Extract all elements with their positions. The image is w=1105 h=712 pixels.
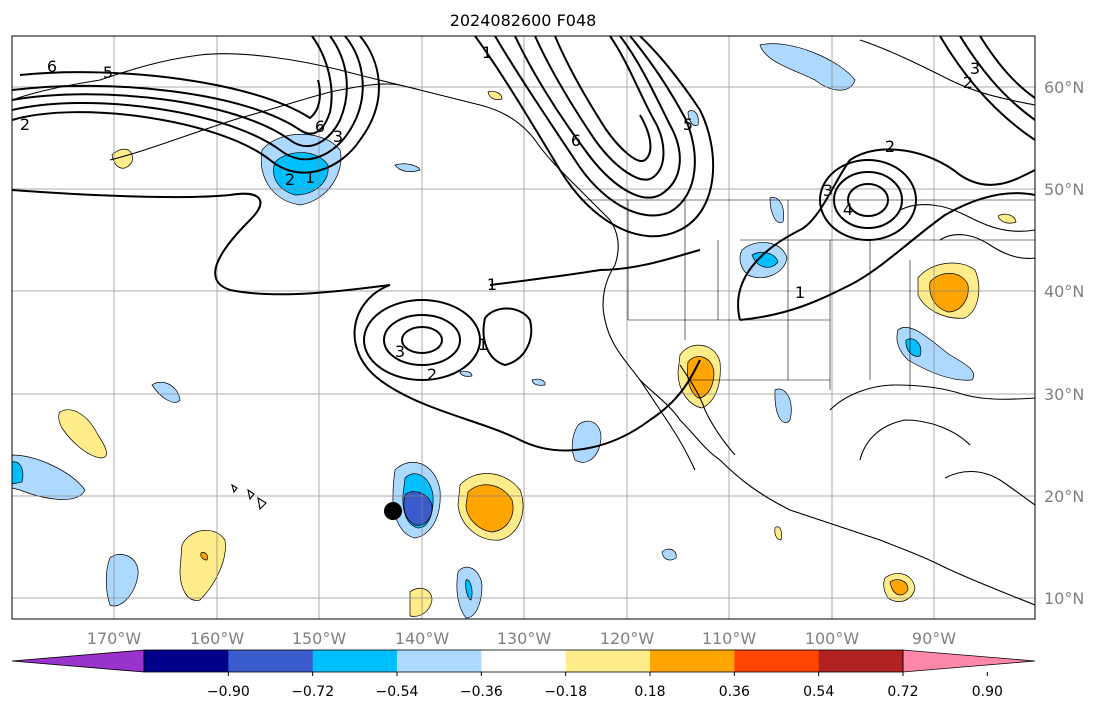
colorbar-tick-label: −0.90 <box>207 684 250 700</box>
contour-label: 3 <box>333 127 343 146</box>
anomaly-blob <box>394 163 421 172</box>
anomaly-blob <box>687 110 699 126</box>
anomaly-blob <box>409 587 433 617</box>
colorbar-segment <box>650 650 735 672</box>
anomaly-blob <box>769 197 784 224</box>
anomaly-blob <box>571 420 602 463</box>
lat-label: 40°N <box>1044 282 1084 301</box>
colorbar-segment <box>818 650 904 672</box>
colorbar: −0.90 −0.72 −0.54 −0.36 −0.18 0.18 0.36 0.54 0.7… <box>11 649 1036 700</box>
contour-label: 2 <box>20 115 30 134</box>
lat-label: 20°N <box>1044 487 1084 506</box>
contour-label: 6 <box>47 57 57 76</box>
longitude-axis: 170°W 160°W 150°W 140°W 130°W 120°W 110°… <box>87 629 956 648</box>
colorbar-border <box>143 649 904 673</box>
map-title: 2024082600 F048 <box>450 11 597 30</box>
location-marker <box>384 502 402 520</box>
anomaly-blob <box>751 252 779 268</box>
colorbar-tick-label: 0.54 <box>803 684 834 700</box>
contour-label: 2 <box>427 365 437 384</box>
lon-label: 160°W <box>190 629 245 648</box>
anomaly-blob <box>179 530 226 601</box>
contour-label: 6 <box>571 131 581 150</box>
contour-lines <box>12 36 1035 452</box>
latitude-axis: 60°N 50°N 40°N 30°N 20°N 10°N <box>1044 78 1084 608</box>
anomaly-shading <box>12 43 1017 619</box>
colorbar-tick-label: 0.18 <box>634 684 665 700</box>
colorbar-tick-label: −0.36 <box>460 684 503 700</box>
anomaly-blob <box>273 152 329 196</box>
colorbar-segment <box>312 650 398 672</box>
colorbar-extend-max <box>902 649 1036 673</box>
contour-label: 1 <box>478 335 488 354</box>
contour-label: 2 <box>885 137 895 156</box>
lat-label: 10°N <box>1044 589 1084 608</box>
colorbar-segment <box>481 650 567 672</box>
anomaly-blob <box>58 409 107 459</box>
lat-label: 30°N <box>1044 385 1084 404</box>
lon-label: 90°W <box>912 629 956 648</box>
lon-label: 150°W <box>292 629 347 648</box>
colorbar-segment <box>144 650 229 672</box>
lon-label: 170°W <box>87 629 142 648</box>
contour-label: 5 <box>103 63 113 82</box>
contour-label: 2 <box>963 73 973 92</box>
contour-label: 2 <box>285 170 295 189</box>
anomaly-blob <box>661 548 677 561</box>
anomaly-blob <box>774 388 792 423</box>
colorbar-segment <box>565 650 651 672</box>
colorbar-segment <box>228 650 314 672</box>
contour-label: 3 <box>823 181 833 200</box>
anomaly-blob <box>929 273 969 313</box>
lon-label: 100°W <box>805 629 860 648</box>
lat-label: 50°N <box>1044 180 1084 199</box>
contour-label: 6 <box>315 117 325 136</box>
lon-label: 130°W <box>497 629 552 648</box>
colorbar-segment <box>734 650 820 672</box>
colorbar-tick-label: −0.54 <box>376 684 419 700</box>
anomaly-blob <box>403 491 433 526</box>
colorbar-tick-label: 0.90 <box>972 684 1003 700</box>
colorbar-tick-label: 0.72 <box>887 684 918 700</box>
contour-label: 5 <box>683 115 693 134</box>
anomaly-blob <box>889 579 909 596</box>
anomaly-blob <box>12 461 24 485</box>
anomaly-blob <box>759 43 856 91</box>
graticule <box>12 36 1035 619</box>
anomaly-blob <box>774 526 782 541</box>
colorbar-segment <box>397 650 482 672</box>
colorbar-extend-min <box>11 649 145 673</box>
colorbar-tick-label: 0.36 <box>719 684 750 700</box>
map-border <box>11 35 1036 620</box>
contour-label: 3 <box>395 342 405 361</box>
contour-label: 3 <box>970 59 980 78</box>
lon-label: 140°W <box>395 629 450 648</box>
lon-label: 120°W <box>600 629 655 648</box>
anomaly-blob <box>459 370 473 377</box>
political-borders <box>580 199 1035 390</box>
lat-label: 60°N <box>1044 78 1084 97</box>
anomaly-blob <box>200 552 208 561</box>
lon-label: 110°W <box>702 629 757 648</box>
anomaly-blob <box>151 381 181 403</box>
contour-value-labels: 1 2 3 1 1 2 3 4 2 1 6 3 6 5 2 1 6 5 2 3 <box>20 43 980 384</box>
colorbar-tick-label: −0.18 <box>544 684 587 700</box>
anomaly-blob <box>111 148 133 169</box>
anomaly-blob <box>531 378 546 386</box>
contour-label: 1 <box>795 283 805 302</box>
anomaly-blob <box>465 484 514 533</box>
contour-label: 1 <box>487 275 497 294</box>
contour-label: 1 <box>482 43 492 62</box>
anomaly-blob <box>12 454 86 500</box>
contour-label: 4 <box>843 200 853 219</box>
anomaly-blob <box>465 579 473 601</box>
anomaly-blob <box>997 213 1017 224</box>
colorbar-tick-label: −0.72 <box>291 684 334 700</box>
anomaly-blob <box>487 91 503 100</box>
contour-label: 1 <box>305 168 315 187</box>
